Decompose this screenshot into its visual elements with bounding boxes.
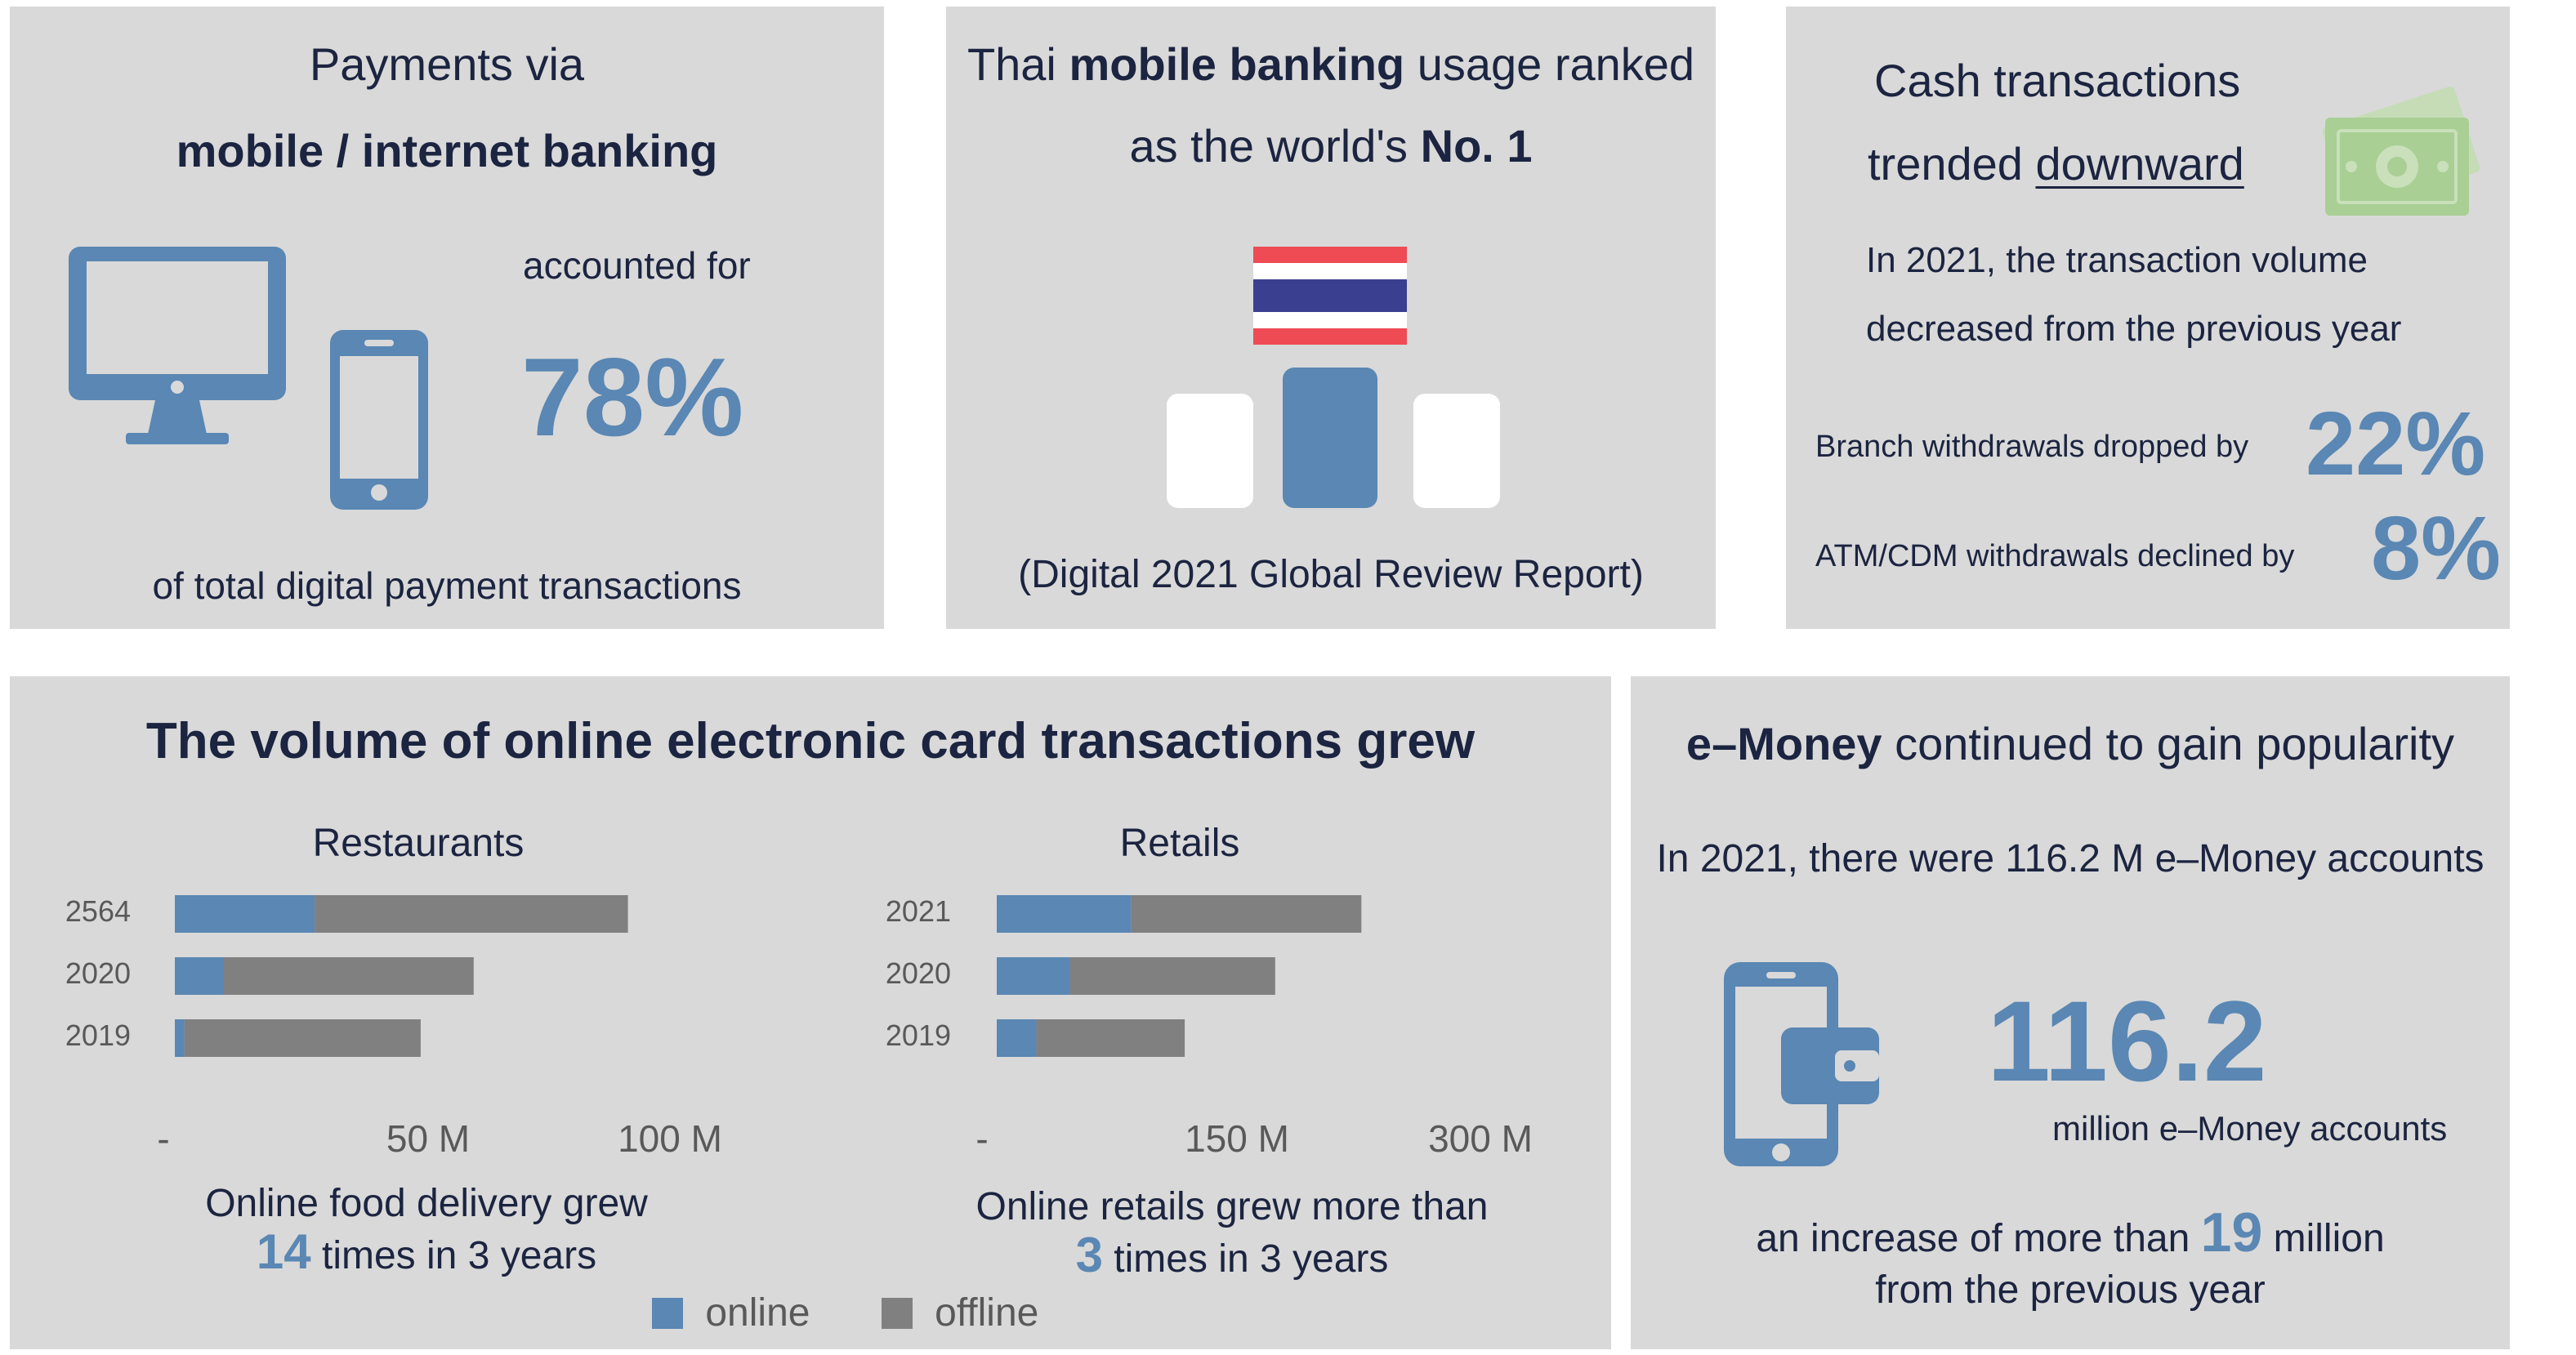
- legend: online offline: [652, 1290, 1038, 1335]
- category-label: 2019: [65, 1018, 131, 1052]
- panel4-title: The volume of online electronic card tra…: [145, 713, 1476, 769]
- panel3-sub-line1: In 2021, the transaction volume: [1866, 240, 2368, 280]
- panel5-increase-pre: an increase of more than: [1756, 1217, 2201, 1260]
- charts-area: Restaurants 2564 2020 2019 - 50 M 100 M Retails…: [65, 822, 1533, 1160]
- thailand-flag-icon: [1253, 247, 1407, 345]
- panel1-footer: of total digital payment transactions: [152, 564, 742, 607]
- panel2-title-line1: Thai mobile banking usage ranked: [946, 38, 1716, 91]
- panel2-title-line2: as the world's No. 1: [946, 119, 1716, 172]
- panel2-title-bold: mobile banking: [1069, 38, 1405, 90]
- panel5-subtitle: In 2021, there were 116.2 M e–Money acco…: [1656, 837, 2484, 880]
- panel3-title-line2-under: downward: [2035, 138, 2244, 189]
- bar-offline: [184, 1019, 421, 1057]
- restaurants-caption-line1: Online food delivery grew: [205, 1182, 648, 1225]
- bar-online: [997, 1019, 1037, 1057]
- panel2-title-line2-bold: No. 1: [1420, 120, 1533, 172]
- x-tick-label: 100 M: [618, 1117, 722, 1160]
- panel-thai-ranking: Thai mobile banking usage ranked as the …: [946, 7, 1716, 629]
- panel3-atm-label: ATM/CDM withdrawals declined by: [1815, 539, 2295, 573]
- retails-caption-rest: times in 3 years: [1102, 1237, 1389, 1281]
- x-tick-label: 150 M: [1185, 1117, 1289, 1160]
- panel3-branch-value: 22%: [2306, 394, 2486, 494]
- panel3-title-line2: trended downward: [1868, 137, 2244, 190]
- restaurants-caption-line2: 14 times in 3 years: [59, 1224, 794, 1280]
- chart-title: Retails: [1120, 822, 1240, 865]
- wallet-phone-icon: [1721, 959, 1884, 1171]
- panel3-branch-label: Branch withdrawals dropped by: [1815, 430, 2249, 464]
- legend-online-swatch: [652, 1298, 683, 1329]
- panel5-title-bold: e–Money: [1685, 718, 1882, 769]
- legend-online-label: online: [705, 1291, 810, 1335]
- category-label: 2564: [65, 894, 131, 928]
- panel-emoney: e–Money continued to gain popularity In …: [1631, 676, 2510, 1349]
- panel-cash-transactions: Cash transactions trended downward In 20…: [1786, 7, 2510, 629]
- panel5-increase-post: million: [2262, 1217, 2385, 1260]
- bar-offline: [223, 957, 474, 995]
- bar-offline: [1036, 1019, 1185, 1057]
- smartphone-icon: [327, 327, 433, 515]
- panel1-accounted-label: accounted for: [523, 244, 751, 287]
- panel3-title-line2-pre: trended: [1868, 138, 2036, 189]
- x-tick-label: -: [157, 1117, 169, 1160]
- bar-online: [997, 957, 1070, 995]
- bar-offline: [315, 895, 628, 933]
- panel5-big-number: 116.2: [1987, 977, 2267, 1105]
- panel5-increase-num: 19: [2200, 1201, 2263, 1264]
- panel-card-transactions: The volume of online electronic card tra…: [10, 676, 1611, 1349]
- desktop-monitor-icon: [65, 243, 294, 456]
- legend-offline-label: offline: [935, 1291, 1039, 1335]
- bar-offline: [1131, 895, 1362, 933]
- panel1-title-line1: Payments via: [309, 38, 585, 90]
- category-label: 2019: [886, 1018, 951, 1052]
- panel3-title-line1: Cash transactions: [1874, 55, 2241, 106]
- retails-caption-num: 3: [1075, 1228, 1103, 1282]
- panel-mobile-internet-banking: Payments via mobile / internet banking a…: [10, 7, 884, 629]
- panel3-sub-line2: decreased from the previous year: [1866, 309, 2402, 349]
- panel5-title: e–Money continued to gain popularity: [1631, 717, 2510, 770]
- restaurants-caption-rest: times in 3 years: [310, 1234, 597, 1277]
- retails-caption-line1: Online retails grew more than: [975, 1185, 1489, 1228]
- x-tick-label: 50 M: [386, 1117, 470, 1160]
- panel2-title-post: usage ranked: [1404, 38, 1695, 90]
- bar-online: [175, 957, 223, 995]
- panel1-title-line2: mobile / internet banking: [176, 125, 718, 176]
- legend-offline-swatch: [881, 1298, 913, 1329]
- chart-title: Restaurants: [313, 822, 525, 865]
- bar-online: [175, 895, 315, 933]
- banknote-icon: [2315, 72, 2487, 227]
- bar-online: [175, 1019, 185, 1057]
- panel5-increase-line2: from the previous year: [1875, 1268, 2266, 1312]
- panel2-source: (Digital 2021 Global Review Report): [1018, 553, 1644, 596]
- retails-caption-line2: 3 times in 3 years: [864, 1227, 1600, 1283]
- x-tick-label: 300 M: [1428, 1117, 1533, 1160]
- panel5-title-rest: continued to gain popularity: [1882, 718, 2455, 769]
- category-label: 2020: [886, 956, 951, 990]
- panel5-increase-line1: an increase of more than 19 million: [1631, 1201, 2510, 1264]
- restaurants-caption-num: 14: [256, 1224, 311, 1279]
- podium-icon: [1167, 364, 1510, 511]
- panel5-big-label: million e–Money accounts: [2052, 1109, 2448, 1148]
- bar-offline: [1069, 957, 1275, 995]
- bar-online: [997, 895, 1132, 933]
- category-label: 2021: [886, 894, 951, 928]
- x-tick-label: -: [975, 1117, 988, 1160]
- category-label: 2020: [65, 956, 131, 990]
- panel2-title-line2-pre: as the world's: [1129, 120, 1421, 172]
- panel2-title-pre: Thai: [967, 38, 1069, 90]
- panel1-percent: 78%: [521, 335, 744, 459]
- panel3-atm-value: 8%: [2371, 498, 2501, 599]
